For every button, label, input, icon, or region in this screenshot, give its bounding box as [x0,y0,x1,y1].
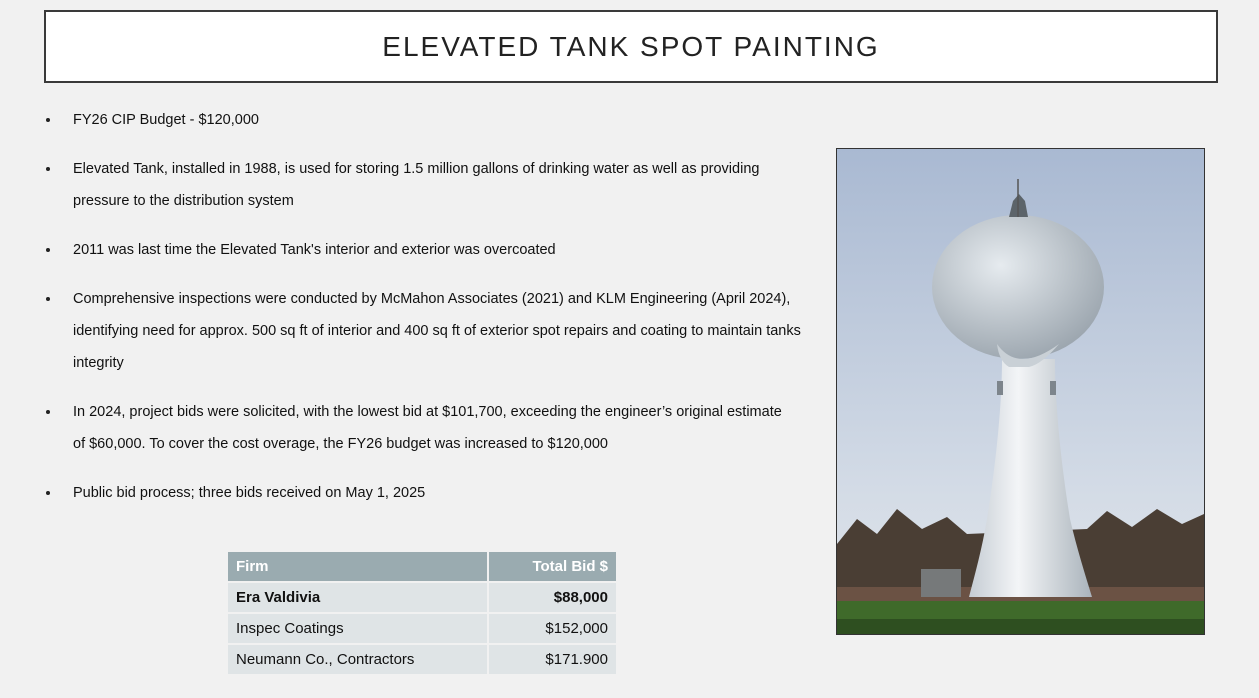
cell: Inspec Coatings [227,613,488,644]
cell: Era Valdivia [227,582,488,613]
cell: $171.900 [488,644,617,675]
cell: $88,000 [488,582,617,613]
header-cell: Total Bid $ [488,551,617,582]
bullet: FY26 CIP Budget - $120,000 [45,104,805,136]
bullet: Elevated Tank, installed in 1988, is use… [45,153,773,217]
slide-title: ELEVATED TANK SPOT PAINTING [44,10,1218,83]
cell: $152,000 [488,613,617,644]
bullet: Public bid process; three bids received … [45,477,805,509]
cell: Neumann Co., Contractors [227,644,488,675]
bullet-list: FY26 CIP Budget - $120,000 Elevated Tank… [45,104,805,526]
water-tower-photo [836,148,1205,635]
slide: ELEVATED TANK SPOT PAINTING FY26 CIP Bud… [0,0,1259,698]
bullet: 2011 was last time the Elevated Tank's i… [45,234,805,266]
bullet: In 2024, project bids were solicited, wi… [45,396,793,460]
header-cell: Firm [227,551,488,582]
bullet: Comprehensive inspections were conducted… [45,283,805,379]
